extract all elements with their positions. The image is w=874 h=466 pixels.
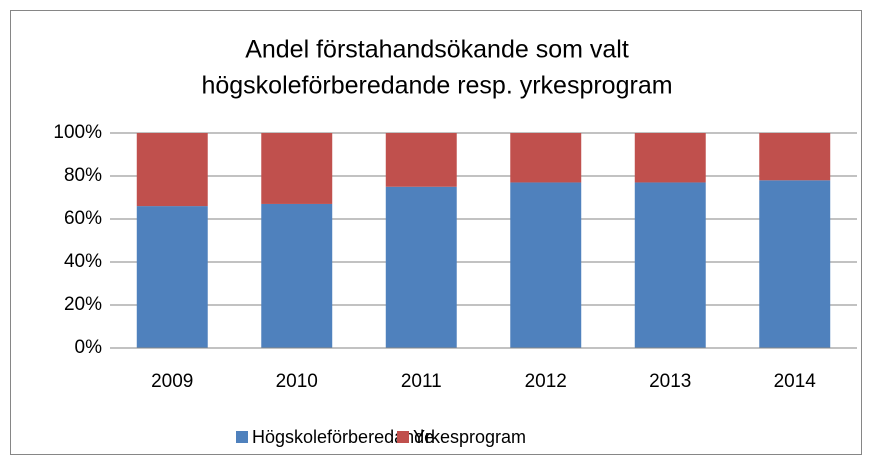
- bar-segment: [136, 206, 208, 348]
- x-tick-label: 2011: [401, 371, 442, 392]
- legend-label: Yrkesprogram: [413, 427, 526, 447]
- bar-segment: [759, 133, 831, 181]
- x-tick-label: 2009: [151, 371, 193, 392]
- x-tick-label: 2014: [774, 371, 817, 392]
- chart-title: Andel förstahandsökande som valt: [245, 36, 629, 64]
- legend-swatch: [236, 431, 248, 443]
- x-tick-label: 2013: [649, 371, 691, 392]
- bar-segment: [510, 182, 582, 348]
- legend-label: Högskoleförberedande: [252, 427, 434, 447]
- y-tick-label: 0%: [75, 337, 103, 358]
- bar-segment: [634, 133, 706, 183]
- y-tick-label: 20%: [64, 294, 102, 315]
- bar-segment: [385, 186, 457, 348]
- y-tick-label: 40%: [64, 251, 102, 272]
- bar-segment: [261, 203, 333, 348]
- x-tick-label: 2010: [276, 371, 318, 392]
- bar-segment: [385, 133, 457, 187]
- bar-segment: [261, 133, 333, 204]
- y-tick-label: 100%: [53, 122, 102, 143]
- bar-segment: [136, 133, 208, 207]
- bar-segment: [759, 180, 831, 348]
- chart-title: högskoleförberedande resp. yrkesprogram: [201, 72, 672, 100]
- y-tick-label: 60%: [64, 208, 102, 229]
- bar-segment: [510, 133, 582, 183]
- legend-swatch: [397, 431, 409, 443]
- y-tick-label: 80%: [64, 165, 102, 186]
- x-tick-label: 2012: [525, 371, 567, 392]
- bar-segment: [634, 182, 706, 348]
